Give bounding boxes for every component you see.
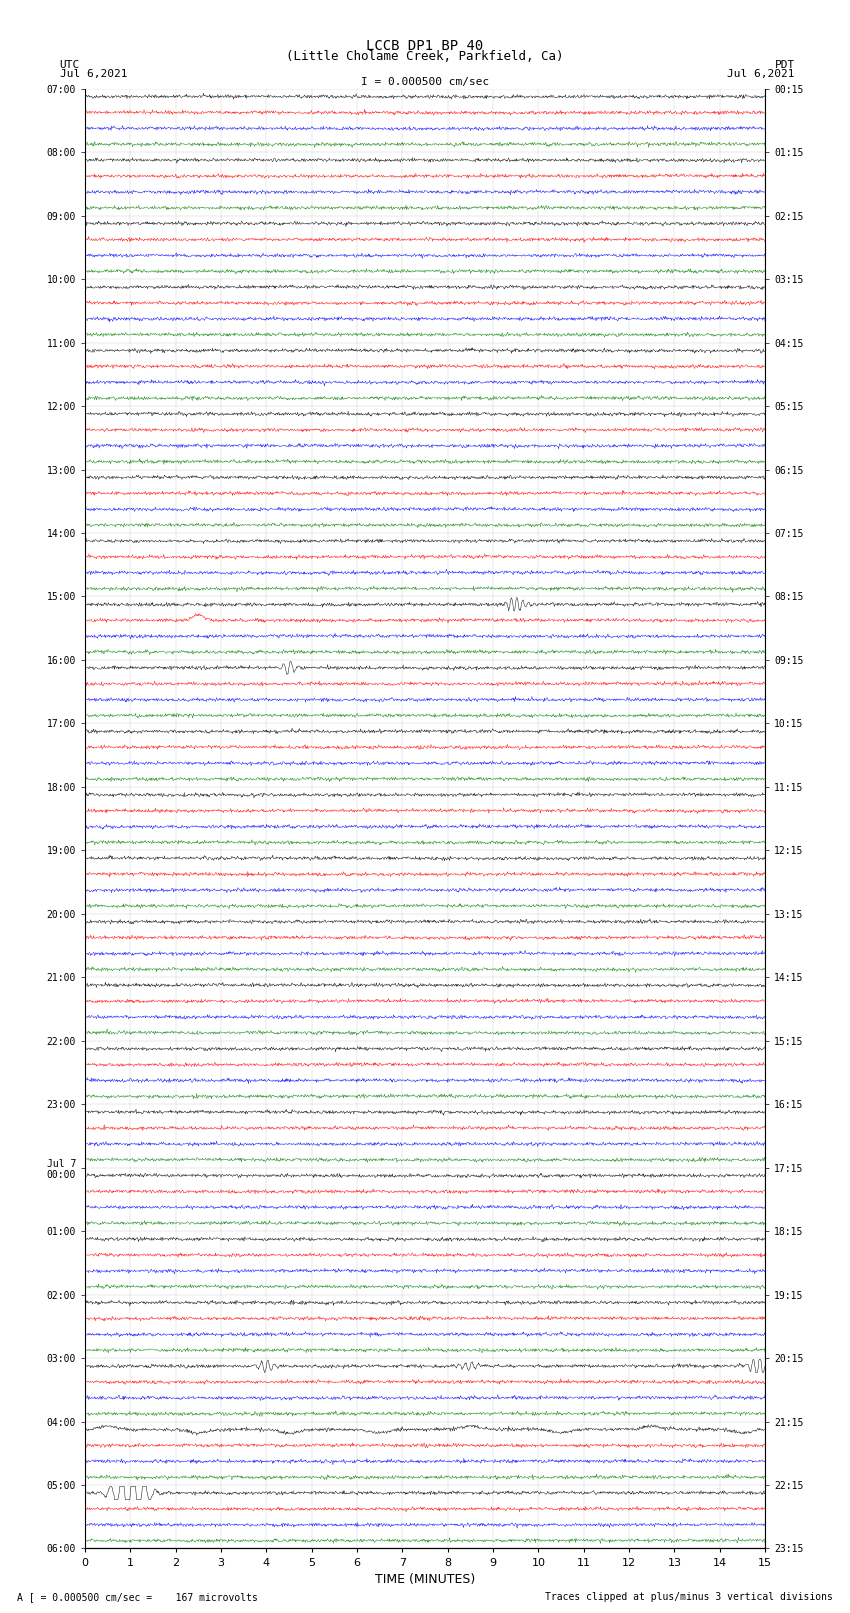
Text: UTC: UTC bbox=[60, 60, 80, 69]
Text: Traces clipped at plus/minus 3 vertical divisions: Traces clipped at plus/minus 3 vertical … bbox=[545, 1592, 833, 1602]
Text: (Little Cholame Creek, Parkfield, Ca): (Little Cholame Creek, Parkfield, Ca) bbox=[286, 50, 564, 63]
Text: PDT: PDT bbox=[774, 60, 795, 69]
Text: Jul 6,2021: Jul 6,2021 bbox=[728, 69, 795, 79]
Text: I = 0.000500 cm/sec: I = 0.000500 cm/sec bbox=[361, 77, 489, 87]
Text: Jul 6,2021: Jul 6,2021 bbox=[60, 69, 127, 79]
Text: LCCB DP1 BP 40: LCCB DP1 BP 40 bbox=[366, 39, 484, 53]
Text: A [ = 0.000500 cm/sec =    167 microvolts: A [ = 0.000500 cm/sec = 167 microvolts bbox=[17, 1592, 258, 1602]
X-axis label: TIME (MINUTES): TIME (MINUTES) bbox=[375, 1573, 475, 1586]
